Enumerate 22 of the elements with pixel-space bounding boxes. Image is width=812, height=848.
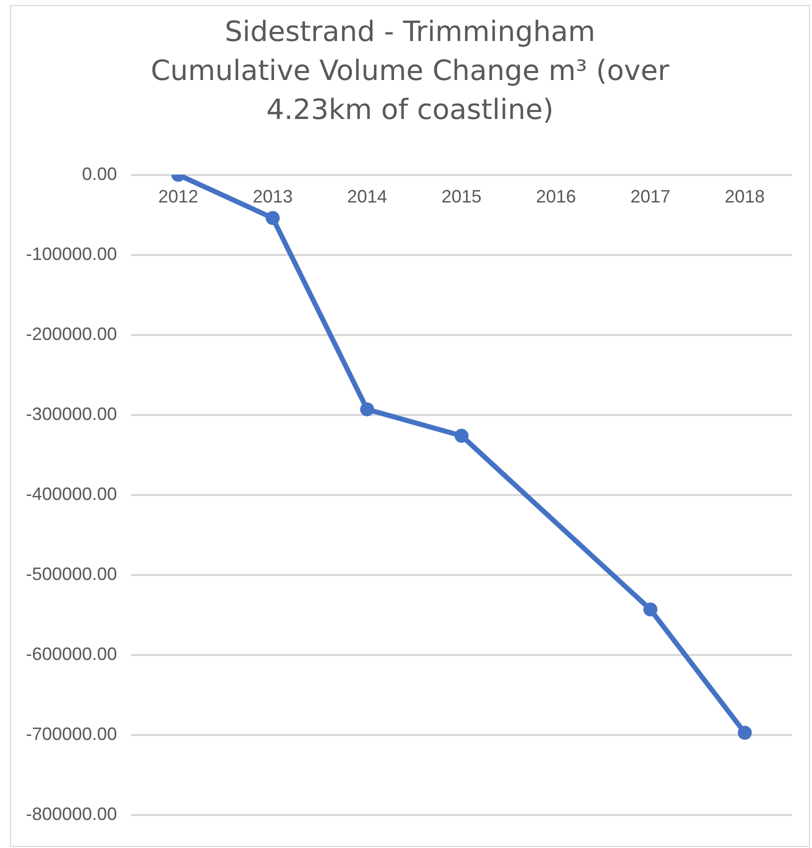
x-tick-label: 2014 [347, 186, 388, 207]
point [738, 726, 752, 740]
y-tick-label: 0.00 [82, 164, 118, 184]
y-tick-label: -600000.00 [26, 644, 118, 664]
chart-title: Sidestrand - Trimmingham Cumulative Volume Change m³ (over 4.23km of coastline) [150, 14, 670, 128]
y-tick-label: -400000.00 [26, 484, 118, 504]
point [643, 602, 658, 616]
y-tick-label: -300000.00 [26, 404, 118, 424]
point [266, 211, 280, 226]
x-tick-label: 2016 [536, 186, 576, 207]
y-tick-label: -700000.00 [26, 724, 118, 744]
y-tick-label: -500000.00 [26, 564, 118, 584]
point [454, 428, 469, 443]
y-tick-label: -200000.00 [26, 324, 118, 344]
x-tick-label: 2018 [724, 186, 765, 207]
x-tick-label: 2017 [630, 186, 670, 207]
x-tick-label: 2013 [252, 186, 293, 207]
y-tick-label: -800000.00 [26, 804, 118, 824]
y-tick-label: -100000.00 [26, 244, 118, 264]
x-tick-label: 2015 [442, 186, 482, 207]
x-tick-label: 2012 [158, 186, 198, 207]
point [360, 402, 374, 416]
